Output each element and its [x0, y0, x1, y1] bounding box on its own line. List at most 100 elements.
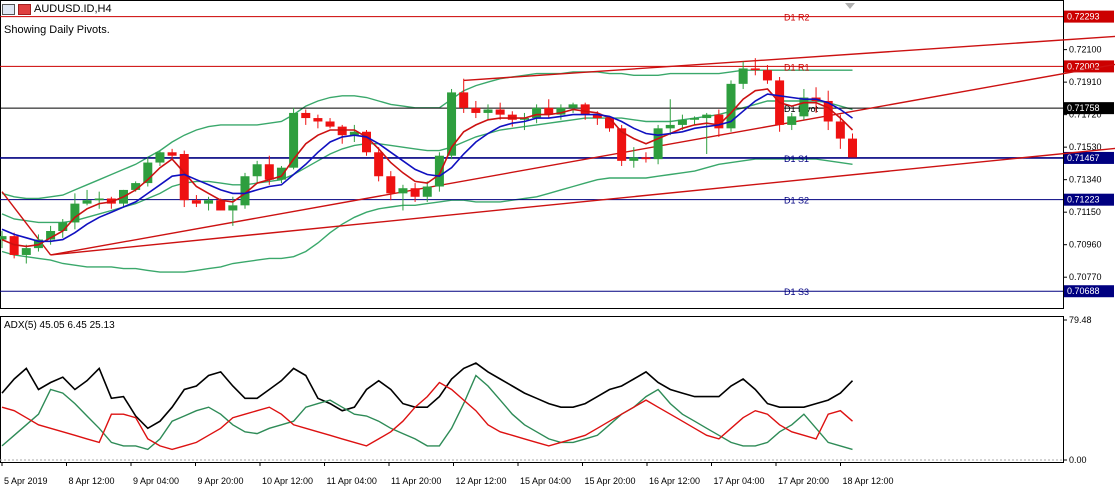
- bear-candle: [605, 118, 614, 129]
- bull-candle: [702, 114, 712, 119]
- band-lower-line: [1, 158, 853, 273]
- adx-axis-label: 79.48: [1069, 315, 1092, 325]
- bull-candle: [629, 157, 639, 161]
- bull-candle: [21, 248, 31, 255]
- time-axis-label: 5 Apr 2019: [4, 476, 48, 486]
- bull-candle: [94, 198, 104, 201]
- bull-candle: [228, 205, 238, 211]
- time-axis-label: 10 Apr 12:00: [262, 476, 313, 486]
- pivot-price-tag-text: 0.71467: [1067, 153, 1100, 163]
- bear-candle: [580, 104, 590, 115]
- pivot-info-text: Showing Daily Pivots.: [4, 24, 110, 36]
- bull-candle: [787, 116, 797, 125]
- bear-candle: [544, 107, 554, 115]
- price-axis-label: 0.70770: [1069, 272, 1102, 282]
- adx-indicator-label: ADX(5) 45.05 6.45 25.13: [4, 320, 115, 331]
- bear-candle: [337, 126, 347, 136]
- bull-candle: [568, 104, 578, 108]
- bull-candle: [665, 124, 675, 129]
- pivot-price-tag: [1064, 285, 1114, 298]
- bull-candle: [58, 222, 68, 231]
- bear-candle: [848, 138, 857, 158]
- pivot-price-tag-text: 0.70688: [1067, 286, 1100, 296]
- price-axis-label: 0.71720: [1069, 110, 1102, 120]
- pivot-price-tag-text: 0.72293: [1067, 12, 1100, 22]
- bear-candle: [374, 152, 384, 177]
- bear-candle: [617, 128, 627, 161]
- time-axis-label: 18 Apr 12:00: [843, 476, 894, 486]
- bear-candle: [216, 200, 226, 211]
- pivot-price-tag-text: 0.71758: [1067, 103, 1100, 113]
- chart-shift-marker-icon[interactable]: [845, 3, 855, 9]
- time-axis-label: 8 Apr 12:00: [69, 476, 115, 486]
- trendline: [50, 147, 1115, 256]
- ema-fast-line: [1, 88, 854, 248]
- price-axis-label: 0.71530: [1069, 142, 1102, 152]
- bear-candle: [325, 121, 335, 127]
- bull-candle: [422, 186, 432, 197]
- bull-candle: [252, 164, 262, 177]
- bear-candle: [471, 107, 481, 113]
- time-axis-label: 11 Apr 20:00: [391, 476, 441, 486]
- bull-candle: [690, 118, 700, 120]
- time-axis-label: 15 Apr 20:00: [585, 476, 636, 486]
- bull-candle: [70, 203, 80, 223]
- bull-candle: [204, 200, 214, 204]
- bull-candle: [447, 92, 457, 156]
- bear-candle: [762, 70, 772, 81]
- pivot-price-tag-text: 0.72002: [1067, 61, 1100, 71]
- chart-window-icon: [2, 3, 15, 15]
- adx-axis-label: 0.00: [1069, 455, 1087, 465]
- chart-symbol-title: AUDUSD.ID,H4: [34, 3, 112, 15]
- pivot-level-label: D1 S1: [784, 154, 809, 164]
- bull-candle: [726, 83, 736, 129]
- pivot-price-tag: [1064, 102, 1114, 115]
- bear-candle: [264, 164, 274, 180]
- time-axis-label: 16 Apr 12:00: [649, 476, 700, 486]
- time-axis-label: 12 Apr 12:00: [456, 476, 507, 486]
- bull-candle: [677, 119, 687, 125]
- ema-slow-line: [1, 93, 853, 243]
- bear-candle: [386, 176, 396, 194]
- pivot-price-tag: [1064, 193, 1114, 206]
- adx-series-line-0: [1, 362, 854, 430]
- bear-candle: [495, 109, 505, 115]
- price-axis-label: 0.70960: [1069, 240, 1102, 250]
- chart-title-row: AUDUSD.ID,H4: [2, 3, 112, 15]
- bull-candle: [483, 109, 493, 113]
- bear-candle: [313, 118, 323, 122]
- time-axis-label: 17 Apr 04:00: [714, 476, 765, 486]
- bear-candle: [179, 154, 189, 201]
- bull-candle: [240, 176, 250, 206]
- time-axis-label: 15 Apr 04:00: [520, 476, 571, 486]
- bear-candle: [191, 200, 201, 204]
- bear-candle: [835, 121, 845, 139]
- bear-candle: [507, 114, 517, 120]
- price-axis-label: 0.71150: [1069, 207, 1101, 217]
- pivot-level-label: D1 S2: [784, 196, 809, 206]
- pivot-level-label: D1 R2: [784, 13, 810, 23]
- bull-candle: [799, 97, 809, 117]
- time-axis-label: 17 Apr 20:00: [778, 476, 829, 486]
- adx-series-line-1: [1, 374, 853, 451]
- bear-candle: [823, 100, 833, 122]
- bear-candle: [301, 112, 311, 119]
- pivot-price-tag: [1064, 60, 1114, 73]
- bull-candle: [131, 183, 141, 190]
- bear-candle: [714, 114, 724, 129]
- pivot-price-tag-text: 0.71223: [1067, 195, 1100, 205]
- bull-candle: [532, 107, 542, 119]
- bull-candle: [349, 131, 359, 136]
- pivot-level-label: D1 R1: [784, 62, 810, 72]
- symbol-type-icon: [18, 3, 31, 15]
- bear-candle: [410, 188, 420, 197]
- bull-candle: [46, 231, 56, 240]
- price-axis-label: 0.71340: [1069, 175, 1102, 185]
- adx-series-line-2: [1, 381, 853, 451]
- bear-candle: [362, 131, 371, 153]
- bull-candle: [738, 68, 748, 84]
- bull-candle: [0, 236, 7, 240]
- time-axis-label: 11 Apr 04:00: [327, 476, 377, 486]
- time-axis-label: 9 Apr 04:00: [133, 476, 179, 486]
